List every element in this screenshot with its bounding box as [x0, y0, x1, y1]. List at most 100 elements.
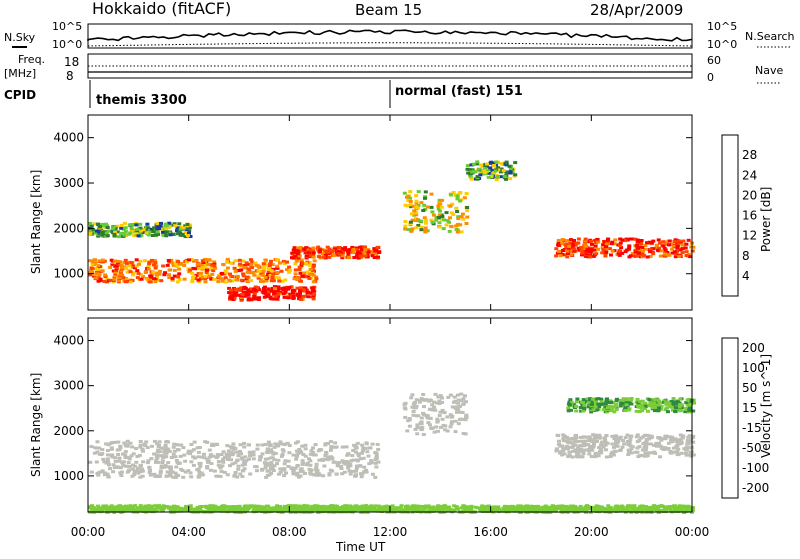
heatmap-cell	[438, 202, 443, 206]
heatmap-cell	[675, 244, 680, 248]
heatmap-cell	[139, 273, 143, 276]
heatmap-cell	[154, 264, 159, 268]
heatmap-cell	[674, 406, 678, 410]
heatmap-cell	[282, 468, 287, 472]
heatmap-cell	[97, 225, 102, 229]
heatmap-cell	[168, 233, 173, 237]
heatmap-cell	[197, 446, 202, 449]
heatmap-cell	[672, 400, 677, 404]
heatmap-cell	[224, 271, 229, 275]
heatmap-cell	[645, 454, 650, 458]
heatmap-cell	[561, 446, 566, 450]
heatmap-cell	[597, 451, 602, 455]
heatmap-cell	[384, 507, 389, 511]
heatmap-cell	[532, 505, 537, 509]
heatmap-cell	[174, 465, 179, 469]
heatmap-cell	[337, 249, 342, 253]
heatmap-cell	[208, 504, 213, 508]
heatmap-cell	[197, 267, 202, 271]
heatmap-cell	[690, 249, 695, 253]
heatmap-cell	[591, 433, 596, 437]
heatmap-cell	[109, 505, 114, 509]
heatmap-cell	[612, 405, 617, 409]
x-axis-ticks: 00:00 04:00 08:00 12:00 16:00 20:00 00:00	[71, 115, 709, 539]
heatmap-cell	[301, 452, 306, 456]
heatmap-cell	[625, 433, 630, 437]
heatmap-cell	[594, 508, 599, 512]
heatmap-cell	[566, 409, 571, 413]
heatmap-cell	[673, 437, 678, 441]
heatmap-cell	[684, 250, 689, 254]
heatmap-cell	[661, 240, 666, 244]
heatmap-cell	[187, 229, 192, 233]
heatmap-cell	[659, 445, 664, 449]
heatmap-cell	[447, 220, 451, 224]
heatmap-cell	[402, 191, 407, 195]
heatmap-cell	[272, 445, 277, 449]
heatmap-cell	[574, 400, 579, 404]
heatmap-cell	[331, 460, 336, 464]
heatmap-cell	[156, 460, 161, 464]
heatmap-cell	[243, 504, 248, 508]
heatmap-cell	[155, 450, 160, 454]
heatmap-cell	[416, 190, 421, 194]
heatmap-cell	[492, 164, 497, 167]
heatmap-cell	[157, 450, 162, 454]
heatmap-cell	[684, 408, 689, 411]
heatmap-cell	[122, 233, 127, 237]
heatmap-cell	[311, 446, 315, 450]
heatmap-cell	[483, 508, 487, 512]
heatmap-cell	[269, 461, 274, 464]
heatmap-cell	[183, 459, 188, 463]
heatmap-cell	[165, 263, 170, 267]
heatmap-cell	[669, 242, 674, 246]
heatmap-cell	[260, 273, 265, 277]
heatmap-cell	[257, 288, 261, 292]
heatmap-cell	[152, 439, 157, 443]
heatmap-cell	[98, 277, 103, 281]
heatmap-cell	[281, 288, 286, 292]
heatmap-cell	[671, 397, 676, 400]
heatmap-cell	[327, 247, 332, 251]
heatmap-cell	[476, 167, 481, 171]
heatmap-cell	[430, 408, 435, 412]
heatmap-cell	[437, 225, 442, 229]
heatmap-cell	[117, 279, 121, 283]
heatmap-cell	[147, 230, 152, 234]
heatmap-cell	[184, 260, 189, 264]
heatmap-cell	[327, 508, 332, 512]
heatmap-cell	[123, 226, 128, 230]
heatmap-cell	[221, 457, 226, 461]
heatmap-cell	[188, 235, 193, 238]
heatmap-cell	[290, 291, 295, 295]
heatmap-cell	[435, 419, 440, 423]
heatmap-cell	[93, 222, 97, 226]
heatmap-cell	[637, 399, 642, 403]
heatmap-cell	[365, 255, 370, 259]
heatmap-cell	[686, 508, 691, 512]
heatmap-cell	[529, 509, 534, 513]
heatmap-cell	[456, 222, 461, 226]
heatmap-cell	[381, 507, 386, 511]
heatmap-cell	[128, 505, 133, 509]
heatmap-cell	[97, 273, 102, 277]
noise-tick-left-bottom: 10^0	[52, 38, 82, 51]
heatmap-cell	[410, 393, 415, 397]
heatmap-cell	[575, 397, 580, 401]
nave-tick-bottom: 0	[707, 71, 714, 84]
heatmap-cell	[377, 504, 381, 508]
heatmap-cell	[223, 276, 228, 280]
heatmap-cell	[200, 455, 205, 459]
heatmap-cell	[110, 227, 115, 231]
heatmap-cell	[372, 509, 376, 513]
heatmap-cell	[300, 470, 305, 474]
heatmap-cell	[306, 290, 311, 294]
heatmap-cell	[661, 448, 666, 451]
heatmap-cell	[133, 470, 138, 474]
heatmap-cell	[600, 509, 605, 513]
heatmap-cell	[629, 398, 634, 402]
heatmap-cell	[609, 407, 614, 411]
heatmap-cell	[574, 409, 579, 413]
heatmap-cell	[297, 268, 302, 272]
